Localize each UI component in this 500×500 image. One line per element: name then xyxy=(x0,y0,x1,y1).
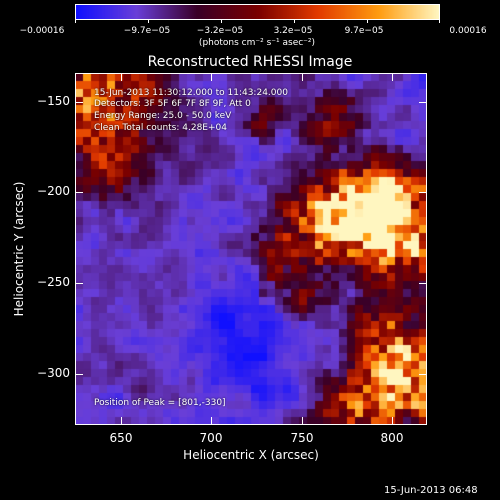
plot-title: Reconstructed RHESSI Image xyxy=(147,54,353,70)
x-tick xyxy=(392,73,393,81)
colorbar-label: −0.00016 xyxy=(19,26,65,36)
colorbar-tick xyxy=(75,19,76,23)
peak-annotation: Position of Peak = [801,-330] xyxy=(94,398,226,408)
colorbar-label: 0.00016 xyxy=(449,26,487,36)
x-tick-label: 800 xyxy=(380,431,404,445)
y-tick xyxy=(419,192,427,193)
colorbar-tick xyxy=(294,19,295,23)
y-tick-label: −300 xyxy=(37,366,70,380)
colorbar-tick xyxy=(148,19,149,23)
x-tick xyxy=(121,73,122,81)
y-tick xyxy=(419,102,427,103)
y-tick xyxy=(75,192,83,193)
x-axis-label: Heliocentric X (arcsec) xyxy=(183,448,319,462)
x-tick-label: 650 xyxy=(109,431,133,445)
y-tick-label: −150 xyxy=(37,94,70,108)
y-tick-label: −250 xyxy=(37,275,70,289)
x-tick-label: 700 xyxy=(199,431,223,445)
colorbar-label: 3.2e−05 xyxy=(273,26,313,36)
x-tick xyxy=(211,417,212,425)
y-tick xyxy=(75,374,83,375)
y-tick-label: −200 xyxy=(37,184,70,198)
clean-annotation: Clean Total counts: 4.28E+04 xyxy=(94,123,227,133)
colorbar-tick xyxy=(439,19,440,23)
colorbar-tick xyxy=(367,19,368,23)
y-tick xyxy=(75,283,83,284)
y-axis-label: Heliocentric Y (arcsec) xyxy=(12,181,26,317)
colorbar-label: −3.2e−05 xyxy=(196,26,244,36)
time-range-annotation: 15-Jun-2013 11:30:12.000 to 11:43:24.000 xyxy=(94,88,288,98)
y-tick xyxy=(419,283,427,284)
colorbar-label: 9.7e−05 xyxy=(344,26,384,36)
colorbar-tick xyxy=(221,19,222,23)
y-tick xyxy=(75,102,83,103)
x-tick xyxy=(302,73,303,81)
energy-annotation: Energy Range: 25.0 - 50.0 keV xyxy=(94,111,232,121)
colorbar xyxy=(75,4,440,20)
y-tick xyxy=(419,374,427,375)
timestamp: 15-Jun-2013 06:48 xyxy=(384,485,478,496)
x-tick xyxy=(302,417,303,425)
detectors-annotation: Detectors: 3F 5F 6F 7F 8F 9F, Att 0 xyxy=(94,99,251,109)
x-tick xyxy=(211,73,212,81)
colorbar-label: −9.7e−05 xyxy=(123,26,171,36)
x-tick xyxy=(392,417,393,425)
colorbar-units: (photons cm⁻² s⁻¹ asec⁻²) xyxy=(198,38,316,48)
x-tick-label: 750 xyxy=(290,431,314,445)
rhessi-image xyxy=(75,73,427,425)
x-tick xyxy=(121,417,122,425)
